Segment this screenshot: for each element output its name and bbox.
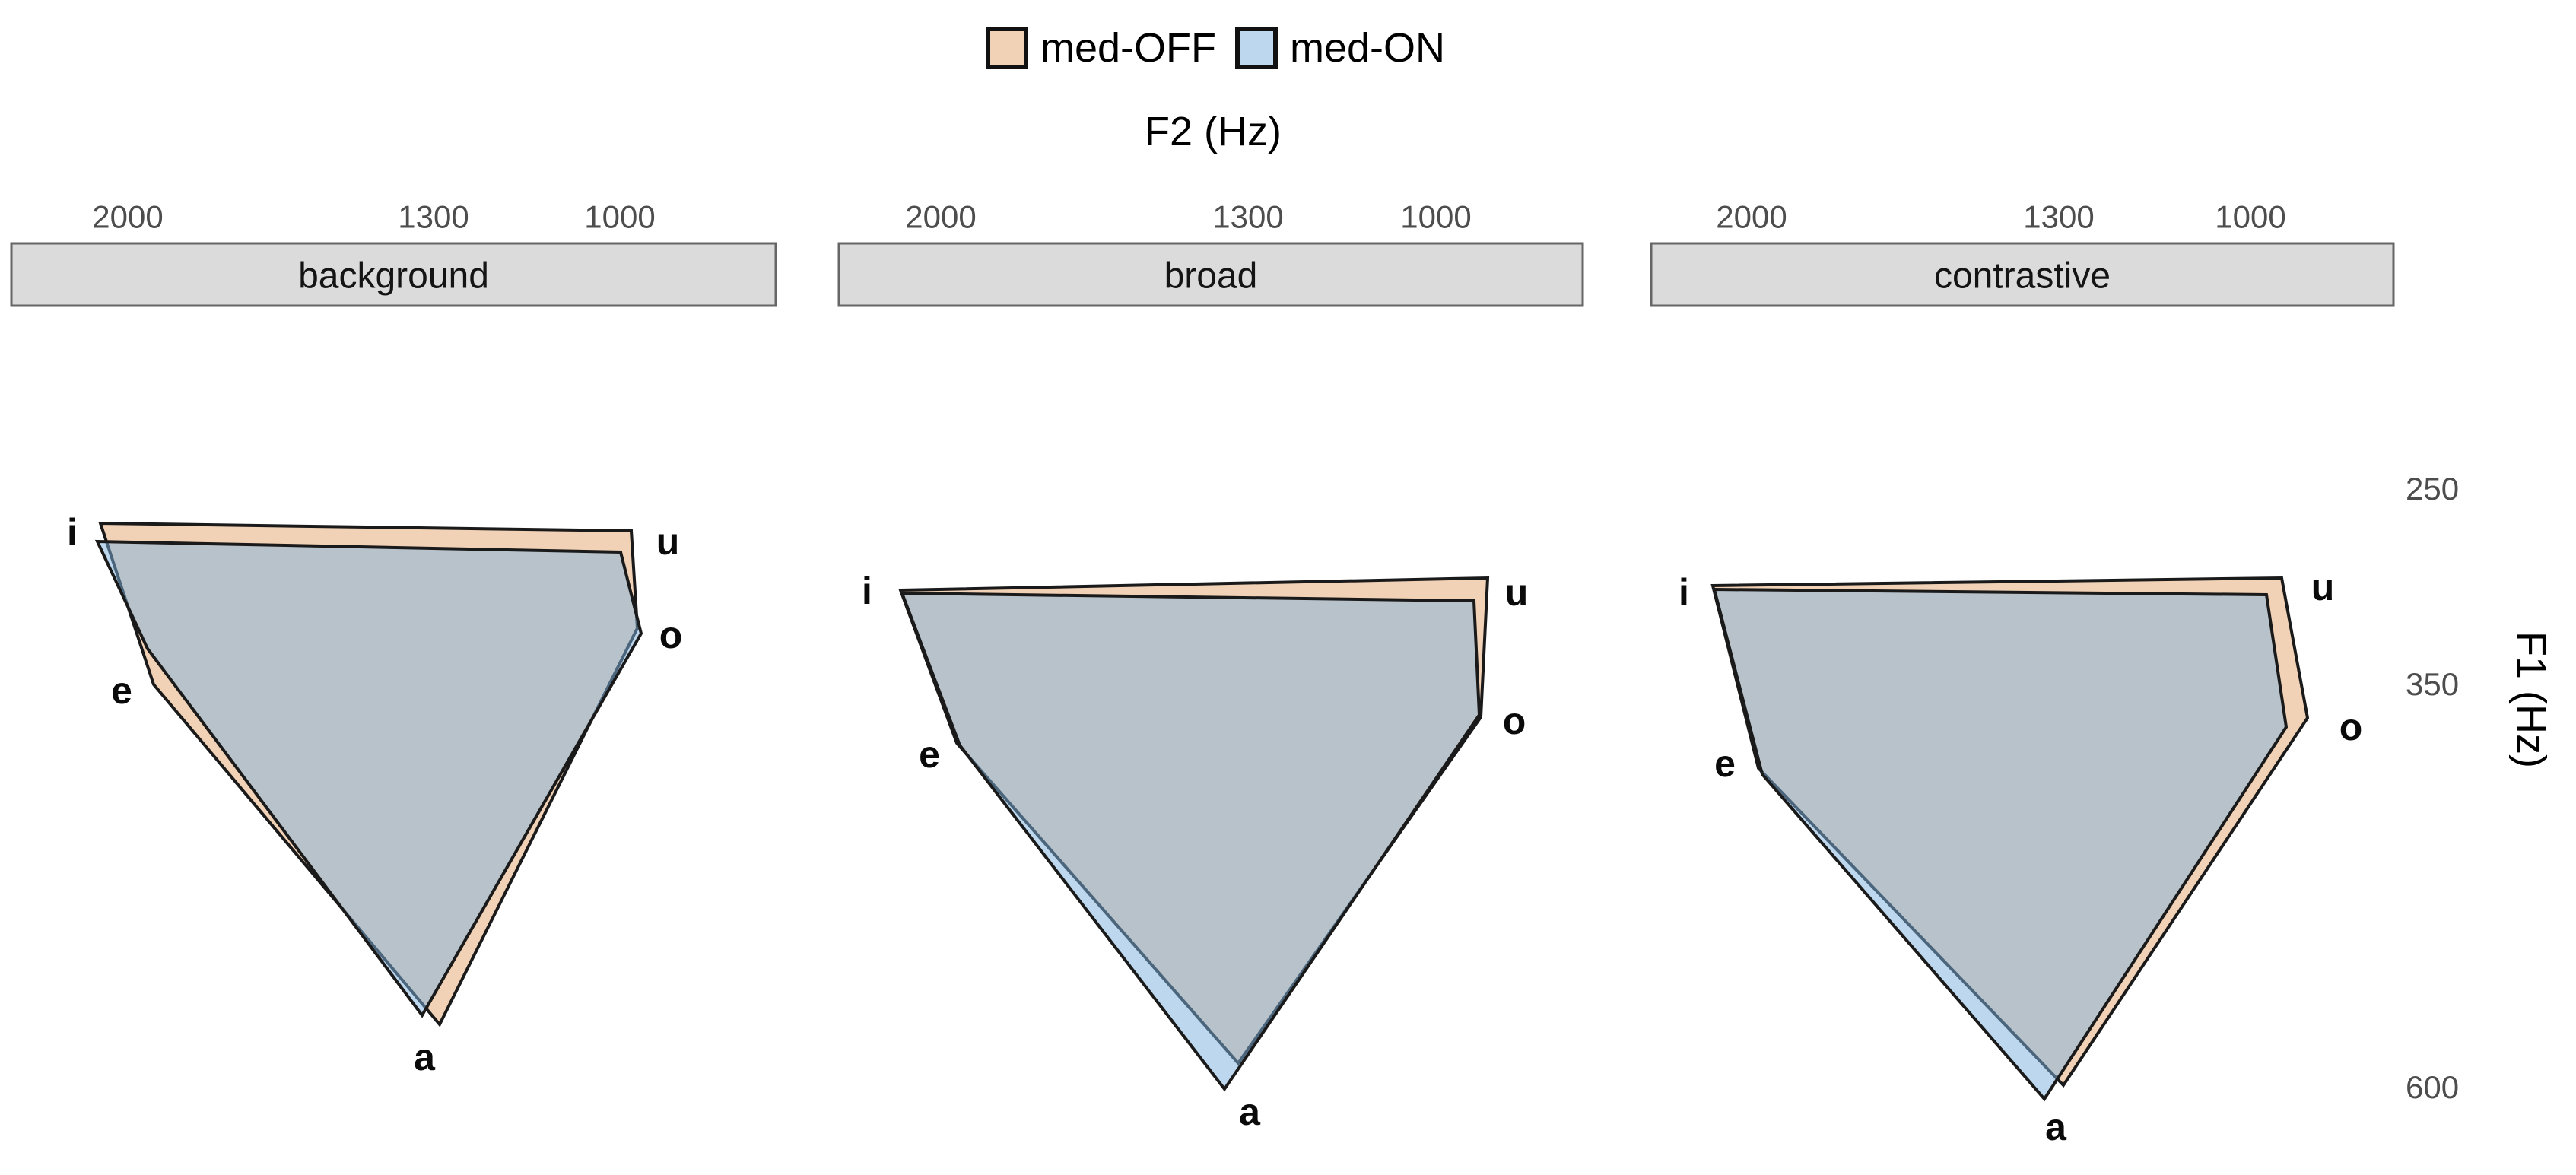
legend-label-med-on: med-ON xyxy=(1290,25,1446,71)
legend-item-med-on: med-ON xyxy=(1235,23,1445,73)
vowel-label-contrastive-o: o xyxy=(2339,706,2363,748)
y-tick-250: 250 xyxy=(2406,471,2460,507)
vowel-label-contrastive-e: e xyxy=(1714,742,1736,785)
facet-strip-broad xyxy=(837,242,1584,307)
x-tick-label-broad-1300: 1300 xyxy=(1212,199,1283,235)
vowel-label-background-a: a xyxy=(414,1036,436,1078)
y-tick-350: 350 xyxy=(2406,666,2460,702)
legend-swatch-med-on xyxy=(1235,27,1278,69)
vowel-label-contrastive-a: a xyxy=(2045,1106,2067,1148)
legend-item-med-off: med-OFF xyxy=(986,23,1216,73)
legend: med-OFF med-ON xyxy=(0,23,2576,73)
vowel-label-background-i: i xyxy=(67,511,78,554)
legend-swatch-med-off xyxy=(986,27,1028,69)
x-axis-title: F2 (Hz) xyxy=(1145,109,1282,154)
vowel-label-contrastive-i: i xyxy=(1679,571,1689,614)
facet-strip-contrastive xyxy=(1650,242,2395,307)
vowel-label-broad-a: a xyxy=(1239,1091,1261,1133)
x-tick-label-contrastive-2000: 2000 xyxy=(1716,199,1787,235)
x-tick-label-background-1300: 1300 xyxy=(398,199,469,235)
facet-strip-label-broad: broad xyxy=(1164,256,1258,297)
facet-strip-label-contrastive: contrastive xyxy=(1934,256,2111,297)
x-tick-label-background-1000: 1000 xyxy=(584,199,655,235)
vowel-label-broad-u: u xyxy=(1505,571,1529,614)
vowel-label-background-u: u xyxy=(656,520,680,563)
facet-strip-background xyxy=(10,242,777,307)
x-tick-label-background-2000: 2000 xyxy=(92,199,163,235)
x-tick-label-broad-2000: 2000 xyxy=(905,199,976,235)
y-tick-600: 600 xyxy=(2406,1069,2460,1105)
vowel-label-broad-i: i xyxy=(862,570,872,612)
vowel-label-contrastive-u: u xyxy=(2311,566,2335,608)
x-tick-label-contrastive-1000: 1000 xyxy=(2215,199,2285,235)
facet-strip-label-background: background xyxy=(298,256,489,297)
vowel-label-broad-o: o xyxy=(1503,700,1526,742)
vowel-polygon-background-med-ON xyxy=(94,539,643,1018)
vowel-polygon-contrastive-med-ON xyxy=(1712,587,2289,1102)
x-tick-label-broad-1000: 1000 xyxy=(1400,199,1471,235)
vowel-polygon-broad-med-ON xyxy=(900,591,1482,1092)
vowel-label-background-e: e xyxy=(111,669,132,712)
vowel-label-broad-e: e xyxy=(919,733,940,776)
legend-label-med-off: med-OFF xyxy=(1040,25,1217,71)
x-tick-label-contrastive-1300: 1300 xyxy=(2023,199,2094,235)
vowel-label-background-o: o xyxy=(659,614,683,656)
